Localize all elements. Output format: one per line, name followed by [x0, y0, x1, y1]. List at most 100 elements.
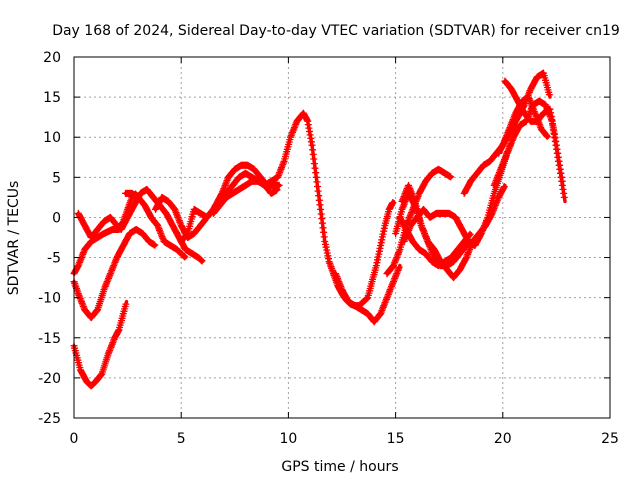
data-point: [103, 278, 111, 286]
series-trace-m: [398, 181, 508, 282]
data-point: [75, 260, 83, 268]
data-point: [182, 231, 190, 239]
data-point: [479, 226, 487, 234]
data-point: [386, 286, 394, 294]
data-point: [399, 194, 407, 202]
data-point: [480, 223, 488, 231]
data-point: [273, 186, 281, 194]
data-point: [549, 120, 556, 128]
data-point: [106, 345, 114, 353]
data-point: [335, 279, 343, 287]
data-point: [377, 308, 385, 316]
data-point: [108, 342, 115, 350]
data-point: [495, 170, 503, 178]
data-point: [198, 257, 206, 265]
data-point: [551, 134, 559, 142]
data-marks: [70, 69, 568, 390]
data-point: [389, 199, 397, 206]
data-point: [76, 295, 84, 302]
data-point: [383, 294, 391, 302]
series-trace-b: [70, 226, 159, 322]
data-point: [547, 109, 555, 117]
data-point: [525, 90, 533, 98]
data-point: [274, 172, 282, 180]
series-trace-i: [332, 263, 403, 326]
data-point: [157, 230, 165, 237]
series-line: [211, 111, 396, 308]
axis-ticks: [73, 56, 611, 419]
data-point: [417, 222, 425, 229]
data-point: [391, 274, 399, 282]
data-point: [181, 253, 189, 261]
data-point: [523, 95, 531, 103]
data-point: [421, 230, 428, 237]
y-tick-label: -15: [38, 331, 61, 347]
data-point: [278, 164, 285, 172]
y-tick-label: -25: [38, 411, 61, 427]
data-point: [492, 200, 500, 208]
data-point: [556, 161, 564, 169]
series-trace-h: [209, 109, 397, 310]
data-point: [422, 233, 430, 241]
x-tick-label: 20: [494, 431, 512, 447]
y-tick-label: 15: [43, 90, 61, 106]
data-point: [498, 162, 506, 170]
y-axis-label: SDTVAR / TECUs: [6, 181, 22, 296]
data-point: [499, 159, 507, 167]
data-point: [407, 210, 415, 218]
data-point: [399, 202, 407, 210]
data-point: [481, 220, 489, 228]
data-point: [508, 136, 516, 144]
data-point: [389, 279, 397, 287]
y-tick-label: 20: [43, 50, 61, 66]
data-point: [490, 181, 498, 189]
series-trace-j: [383, 165, 455, 278]
series-trace-a: [70, 299, 130, 390]
data-point: [502, 151, 510, 159]
data-point: [520, 101, 528, 109]
x-axis-label: GPS time / hours: [281, 459, 398, 475]
grid-lines: [74, 57, 610, 418]
data-point: [106, 270, 114, 278]
data-point: [291, 122, 299, 130]
data-point: [492, 178, 499, 186]
data-point: [522, 98, 529, 106]
data-point: [395, 247, 403, 255]
data-point: [151, 241, 159, 249]
data-point: [384, 291, 392, 298]
y-tick-label: 10: [43, 130, 61, 146]
y-tick-label: -10: [38, 291, 61, 307]
data-point: [410, 194, 418, 202]
data-point: [109, 337, 117, 345]
data-point: [221, 183, 228, 191]
data-point: [395, 263, 403, 271]
data-point: [403, 231, 411, 239]
data-point: [553, 145, 561, 153]
x-tick-label: 10: [279, 431, 297, 447]
data-point: [405, 225, 413, 233]
data-point: [334, 276, 342, 284]
data-point: [156, 226, 163, 234]
x-tick-label: 5: [177, 431, 186, 447]
data-point: [222, 178, 230, 186]
data-point: [504, 148, 512, 156]
data-point: [391, 258, 399, 266]
data-point: [379, 305, 386, 313]
data-point: [105, 274, 112, 282]
data-point: [558, 177, 566, 185]
data-point: [545, 91, 553, 99]
x-tick-label: 25: [601, 431, 619, 447]
data-point: [289, 127, 297, 135]
y-tick-label: 5: [52, 170, 61, 186]
data-point: [405, 183, 413, 191]
data-point: [109, 263, 117, 271]
y-tick-label: 0: [52, 210, 61, 226]
series-trace-e: [122, 189, 189, 261]
data-point: [102, 281, 110, 289]
data-point: [464, 250, 472, 258]
data-point: [110, 260, 118, 268]
data-point: [316, 201, 324, 209]
data-point: [276, 169, 284, 176]
data-point: [332, 271, 340, 279]
data-point: [496, 167, 504, 175]
